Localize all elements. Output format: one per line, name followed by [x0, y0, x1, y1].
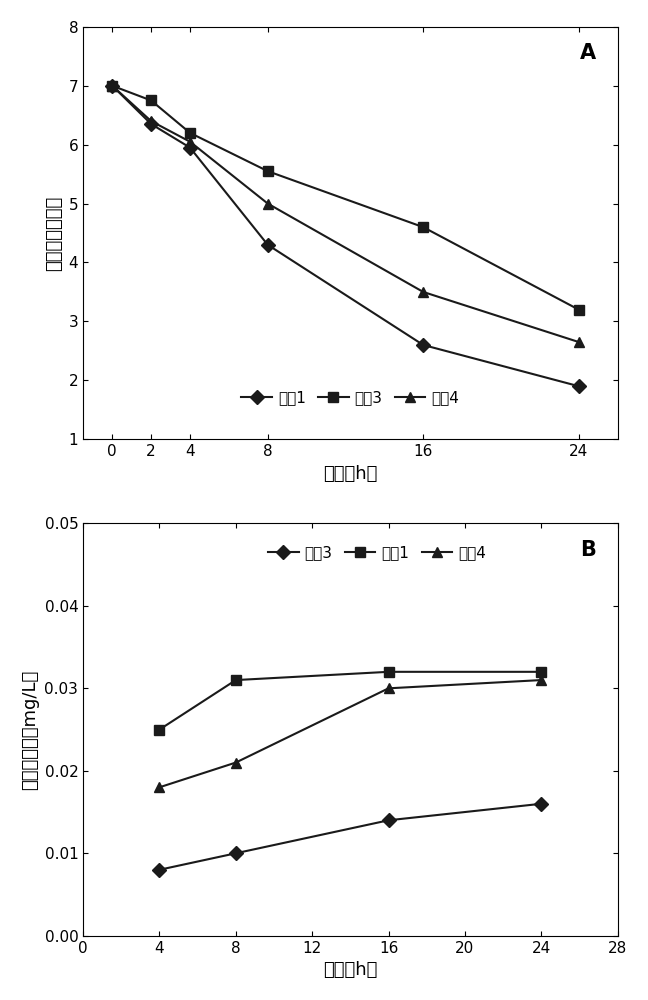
材料4	[156, 781, 163, 793]
材料3	[419, 221, 427, 233]
Y-axis label: 銀离子浓度（mg/L）: 銀离子浓度（mg/L）	[21, 669, 39, 790]
Text: B: B	[581, 540, 596, 560]
X-axis label: 时间（h）: 时间（h）	[323, 961, 378, 979]
材料1	[419, 339, 427, 351]
材料4	[232, 757, 240, 769]
Line: 材料3: 材料3	[108, 81, 584, 314]
材料1	[108, 80, 116, 92]
材料4	[537, 674, 545, 686]
Line: 材料1: 材料1	[155, 667, 546, 734]
材料4	[147, 115, 155, 127]
Line: 材料4: 材料4	[155, 675, 546, 792]
Line: 材料1: 材料1	[108, 81, 584, 391]
Line: 材料3: 材料3	[155, 799, 546, 875]
材料1	[232, 674, 240, 686]
材料4	[385, 682, 393, 694]
材料4	[419, 286, 427, 298]
Text: A: A	[580, 43, 596, 63]
Y-axis label: 活细菌的对数值: 活细菌的对数值	[45, 195, 63, 271]
材料4	[186, 136, 194, 148]
材料3	[147, 94, 155, 106]
材料1	[264, 239, 272, 251]
材料4	[264, 198, 272, 210]
材料3	[186, 127, 194, 139]
材料3	[264, 165, 272, 177]
材料4	[575, 336, 583, 348]
材料3	[232, 847, 240, 859]
材料1	[537, 666, 545, 678]
材料3	[385, 814, 393, 826]
X-axis label: 时间（h）: 时间（h）	[323, 465, 378, 483]
材料3	[108, 80, 116, 92]
材料1	[186, 142, 194, 154]
材料3	[537, 798, 545, 810]
Legend: 材料1, 材料3, 材料4: 材料1, 材料3, 材料4	[235, 384, 465, 411]
Legend: 材料3, 材料1, 材料4: 材料3, 材料1, 材料4	[262, 539, 492, 566]
Line: 材料4: 材料4	[108, 81, 584, 347]
材料1	[147, 118, 155, 130]
材料1	[385, 666, 393, 678]
材料3	[156, 864, 163, 876]
材料1	[156, 724, 163, 736]
材料4	[108, 80, 116, 92]
材料1	[575, 380, 583, 392]
材料3	[575, 304, 583, 316]
